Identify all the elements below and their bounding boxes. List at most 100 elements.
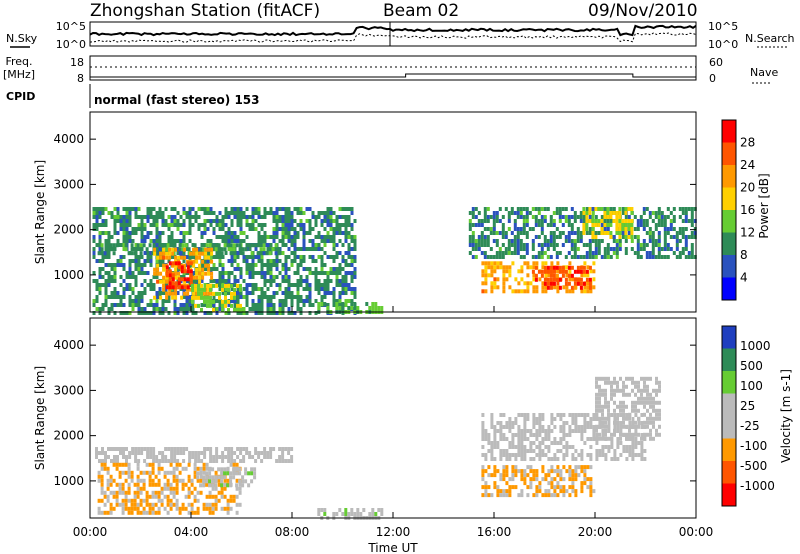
heatmap-cell xyxy=(631,404,634,409)
heatmap-cell xyxy=(287,231,291,235)
heatmap-cell xyxy=(534,265,538,270)
heatmap-cell xyxy=(544,473,548,478)
heatmap-cell xyxy=(323,235,327,239)
heatmap-cell xyxy=(263,271,267,275)
heatmap-cell xyxy=(146,271,150,275)
heatmap-cell xyxy=(127,470,131,475)
heatmap-cell xyxy=(666,227,670,231)
heatmap-cell xyxy=(546,265,550,270)
heatmap-cell xyxy=(573,211,577,215)
noise-search-label: N.Search xyxy=(745,32,795,45)
heatmap-cell xyxy=(278,215,282,219)
heatmap-cell xyxy=(565,289,569,294)
heatmap-cell xyxy=(323,219,327,223)
heatmap-cell xyxy=(182,207,186,211)
heatmap-cell xyxy=(613,428,616,433)
heatmap-cell xyxy=(553,489,557,494)
heatmap-cell xyxy=(558,219,562,223)
heatmap-cell xyxy=(275,223,279,227)
heatmap-cell xyxy=(601,416,604,421)
heatmap-cell xyxy=(487,433,491,437)
heatmap-cell xyxy=(148,502,152,507)
heatmap-cell xyxy=(576,247,580,251)
heatmap-cell xyxy=(205,482,209,487)
heatmap-cell xyxy=(350,247,354,251)
heatmap-cell xyxy=(618,247,622,251)
heatmap-cell xyxy=(484,269,488,274)
heatmap-cell xyxy=(534,255,538,259)
heatmap-cell xyxy=(257,311,261,315)
heatmap-cell xyxy=(104,231,108,235)
heatmap-cell xyxy=(600,227,604,231)
heatmap-cell xyxy=(585,211,589,215)
heatmap-cell xyxy=(639,247,643,251)
heatmap-cell xyxy=(104,287,108,291)
heatmap-cell xyxy=(556,261,560,266)
heatmap-cell xyxy=(140,267,144,271)
heatmap-cell xyxy=(570,247,574,251)
heatmap-cell xyxy=(499,453,503,457)
heatmap-cell xyxy=(302,255,306,259)
heatmap-cell xyxy=(595,436,598,441)
heatmap-cell xyxy=(151,462,155,467)
heatmap-cell xyxy=(149,211,153,215)
heatmap-cell xyxy=(350,211,354,215)
heatmap-cell xyxy=(245,235,249,239)
heatmap-cell xyxy=(606,215,610,219)
heatmap-cell xyxy=(576,255,580,259)
heatmap-cell xyxy=(250,251,254,256)
heatmap-cell xyxy=(323,211,327,215)
heatmap-cell xyxy=(242,307,246,311)
heatmap-cell xyxy=(263,455,267,459)
noise-left-tick-top: 10^5 xyxy=(56,20,86,33)
heatmap-cell xyxy=(350,306,354,310)
heatmap-cell xyxy=(616,425,620,429)
heatmap-cell xyxy=(119,275,123,279)
heatmap-cell xyxy=(649,428,652,433)
heatmap-cell xyxy=(335,302,339,306)
heatmap-cell xyxy=(174,295,178,300)
heatmap-cell xyxy=(98,215,102,219)
heatmap-cell xyxy=(672,251,676,255)
heatmap-cell xyxy=(189,287,193,292)
heatmap-cell xyxy=(215,223,219,227)
heatmap-cell xyxy=(134,263,138,267)
heatmap-cell xyxy=(257,303,261,307)
heatmap-cell xyxy=(116,447,119,451)
heatmap-cell xyxy=(197,303,200,308)
heatmap-cell xyxy=(212,227,216,231)
heatmap-cell xyxy=(125,283,129,287)
heatmap-cell xyxy=(159,295,163,300)
heatmap-cell xyxy=(206,251,210,255)
heatmap-cell xyxy=(226,506,230,511)
heatmap-cell xyxy=(248,455,252,459)
heatmap-cell xyxy=(690,215,694,219)
heatmap-cell xyxy=(122,451,125,455)
heatmap-cell xyxy=(233,267,237,271)
heatmap-cell xyxy=(508,429,512,433)
heatmap-cell xyxy=(526,413,530,417)
heatmap-cell xyxy=(504,251,508,255)
heatmap-cell xyxy=(287,295,291,299)
heatmap-cell xyxy=(194,459,198,463)
heatmap-cell xyxy=(559,417,563,421)
heatmap-cell xyxy=(568,485,572,490)
heatmap-cell xyxy=(177,265,181,270)
heatmap-cell xyxy=(335,271,339,275)
heatmap-cell xyxy=(169,462,173,467)
heatmap-cell xyxy=(98,271,102,275)
heatmap-cell xyxy=(159,271,163,276)
heatmap-cell xyxy=(173,451,177,455)
heatmap-cell xyxy=(187,510,191,515)
heatmap-cell xyxy=(119,263,123,267)
heatmap-cell xyxy=(165,279,169,284)
heatmap-cell xyxy=(314,243,318,247)
heatmap-cell xyxy=(151,502,155,507)
heatmap-cell xyxy=(585,227,589,231)
heatmap-cell xyxy=(188,255,192,259)
heatmap-cell xyxy=(157,498,161,503)
heatmap-cell xyxy=(490,457,494,461)
heatmap-cell xyxy=(616,404,619,409)
heatmap-cell xyxy=(541,289,545,294)
heatmap-cell xyxy=(170,215,174,219)
